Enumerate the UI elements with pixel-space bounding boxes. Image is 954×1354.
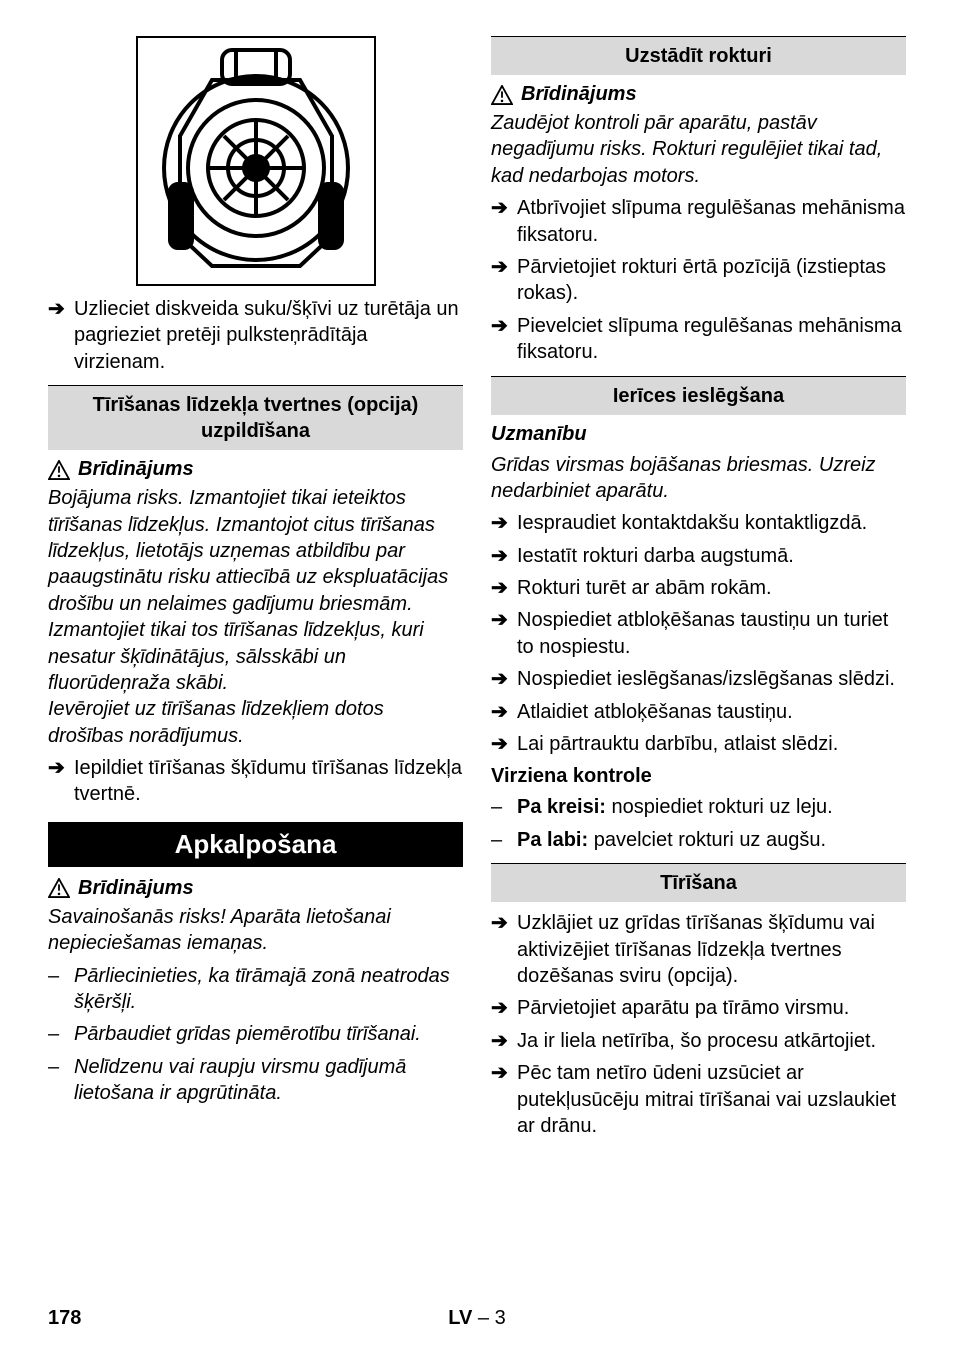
warning-heading: Brīdinājums — [48, 877, 463, 900]
caution-body: Grīdas virsmas bojāšanas briesmas. Uzrei… — [491, 452, 906, 505]
arrow-icon: ➔ — [491, 699, 517, 725]
instruction-item: ➔ Uzlieciet diskveida suku/šķīvi uz turē… — [48, 296, 463, 375]
arrow-icon: ➔ — [491, 543, 517, 569]
dash-icon: – — [48, 1021, 74, 1047]
direction-body: pavelciet rokturi uz augšu. — [588, 829, 826, 851]
list-item: – Pa kreisi: nospiediet rokturi uz leju. — [491, 794, 906, 820]
instruction-text: Nospiediet ieslēgšanas/izslēgšanas slēdz… — [517, 666, 906, 692]
arrow-icon: ➔ — [491, 666, 517, 692]
instruction-item: ➔ Nospiediet atbloķēšanas taustiņu un tu… — [491, 607, 906, 660]
instruction-text: Uzlieciet diskveida suku/šķīvi uz turētā… — [74, 296, 463, 375]
arrow-icon: ➔ — [491, 1060, 517, 1139]
list-item: – Nelīdzenu vai raupju virsmu gadījumā l… — [48, 1054, 463, 1107]
warning-body: Zaudējot kontroli pār aparātu, pastāv ne… — [491, 110, 906, 189]
dash-icon: – — [491, 794, 517, 820]
list-item: – Pārliecinieties, ka tīrāmajā zonā neat… — [48, 963, 463, 1016]
instruction-item: ➔ Nospiediet ieslēgšanas/izslēgšanas slē… — [491, 666, 906, 692]
section-header-fill: Tīrīšanas līdzekļa tvertnes (opcija) uzp… — [48, 385, 463, 450]
instruction-item: ➔ Iestatīt rokturi darba augstumā. — [491, 543, 906, 569]
instruction-text: Iepildiet tīrīšanas šķīdumu tīrīšanas lī… — [74, 755, 463, 808]
arrow-icon: ➔ — [491, 254, 517, 307]
instruction-text: Rokturi turēt ar abām rokām. — [517, 575, 906, 601]
section-header-power: Ierīces ieslēgšana — [491, 376, 906, 415]
dash-icon: – — [48, 1054, 74, 1107]
instruction-item: ➔ Ja ir liela netīrība, šo procesu atkār… — [491, 1028, 906, 1054]
footer-sub: – 3 — [478, 1307, 506, 1329]
instruction-text: Uzklājiet uz grīdas tīrīšanas šķīdumu va… — [517, 910, 906, 989]
list-text: Pārbaudiet grīdas piemērotību tīrīšanai. — [74, 1021, 463, 1047]
footer-lang-code: LV — [448, 1307, 472, 1329]
arrow-icon: ➔ — [491, 995, 517, 1021]
instruction-item: ➔ Iespraudiet kontaktdakšu kontaktligzdā… — [491, 510, 906, 536]
instruction-item: ➔ Atbrīvojiet slīpuma regulēšanas mehāni… — [491, 195, 906, 248]
list-text: Nelīdzenu vai raupju virsmu gadījumā lie… — [74, 1054, 463, 1107]
list-text: Pa labi: pavelciet rokturi uz augšu. — [517, 827, 906, 853]
instruction-text: Pārvietojiet aparātu pa tīrāmo virsmu. — [517, 995, 906, 1021]
product-illustration — [136, 36, 376, 286]
arrow-icon: ➔ — [491, 910, 517, 989]
instruction-text: Iestatīt rokturi darba augstumā. — [517, 543, 906, 569]
dash-icon: – — [48, 963, 74, 1016]
instruction-item: ➔ Pievelciet slīpuma regulēšanas mehānis… — [491, 313, 906, 366]
instruction-text: Pēc tam netīro ūdeni uzsūciet ar putekļu… — [517, 1060, 906, 1139]
instruction-text: Nospiediet atbloķēšanas taustiņu un turi… — [517, 607, 906, 660]
instruction-item: ➔ Iepildiet tīrīšanas šķīdumu tīrīšanas … — [48, 755, 463, 808]
arrow-icon: ➔ — [491, 1028, 517, 1054]
instruction-item: ➔ Lai pārtrauktu darbību, atlaist slēdzi… — [491, 731, 906, 757]
instruction-text: Iespraudiet kontaktdakšu kontaktligzdā. — [517, 510, 906, 536]
warning-triangle-icon — [48, 878, 70, 898]
arrow-icon: ➔ — [491, 510, 517, 536]
instruction-text: Pievelciet slīpuma regulēšanas mehānisma… — [517, 313, 906, 366]
list-item: – Pārbaudiet grīdas piemērotību tīrīšana… — [48, 1021, 463, 1047]
direction-label: Pa labi: — [517, 829, 588, 851]
caution-label: Uzmanību — [491, 423, 906, 446]
arrow-icon: ➔ — [491, 575, 517, 601]
section-header-cleaning: Tīrīšana — [491, 863, 906, 902]
instruction-item: ➔ Uzklājiet uz grīdas tīrīšanas šķīdumu … — [491, 910, 906, 989]
arrow-icon: ➔ — [48, 296, 74, 375]
list-text: Pārliecinieties, ka tīrāmajā zonā neatro… — [74, 963, 463, 1016]
page-number: 178 — [48, 1307, 81, 1330]
warning-triangle-icon — [491, 85, 513, 105]
arrow-icon: ➔ — [491, 731, 517, 757]
subheading-direction: Virziena kontrole — [491, 765, 906, 788]
arrow-icon: ➔ — [491, 195, 517, 248]
list-item: – Pa labi: pavelciet rokturi uz augšu. — [491, 827, 906, 853]
direction-label: Pa kreisi: — [517, 796, 606, 818]
instruction-item: ➔ Pārvietojiet aparātu pa tīrāmo virsmu. — [491, 995, 906, 1021]
instruction-item: ➔ Pārvietojiet rokturi ērtā pozīcijā (iz… — [491, 254, 906, 307]
list-text: Pa kreisi: nospiediet rokturi uz leju. — [517, 794, 906, 820]
warning-body: Savainošanās risks! Aparāta lietošanai n… — [48, 904, 463, 957]
arrow-icon: ➔ — [491, 607, 517, 660]
arrow-icon: ➔ — [48, 755, 74, 808]
instruction-item: ➔ Pēc tam netīro ūdeni uzsūciet ar putek… — [491, 1060, 906, 1139]
instruction-text: Atbrīvojiet slīpuma regulēšanas mehānism… — [517, 195, 906, 248]
instruction-item: ➔ Atlaidiet atbloķēšanas taustiņu. — [491, 699, 906, 725]
section-header-handle: Uzstādīt rokturi — [491, 36, 906, 75]
warning-triangle-icon — [48, 460, 70, 480]
section-header-operation: Apkalpošana — [48, 822, 463, 867]
arrow-icon: ➔ — [491, 313, 517, 366]
warning-label: Brīdinājums — [521, 83, 637, 106]
warning-label: Brīdinājums — [78, 458, 194, 481]
instruction-text: Ja ir liela netīrība, šo procesu atkārto… — [517, 1028, 906, 1054]
instruction-item: ➔ Rokturi turēt ar abām rokām. — [491, 575, 906, 601]
footer-lang: LV – 3 — [448, 1307, 505, 1330]
warning-heading: Brīdinājums — [48, 458, 463, 481]
warning-heading: Brīdinājums — [491, 83, 906, 106]
direction-body: nospiediet rokturi uz leju. — [606, 796, 833, 818]
instruction-text: Lai pārtrauktu darbību, atlaist slēdzi. — [517, 731, 906, 757]
warning-body: Bojājuma risks. Izmantojiet tikai ieteik… — [48, 485, 463, 749]
instruction-text: Atlaidiet atbloķēšanas taustiņu. — [517, 699, 906, 725]
instruction-text: Pārvietojiet rokturi ērtā pozīcijā (izst… — [517, 254, 906, 307]
page-footer: 178 LV – 3 — [0, 1307, 954, 1330]
dash-icon: – — [491, 827, 517, 853]
warning-label: Brīdinājums — [78, 877, 194, 900]
